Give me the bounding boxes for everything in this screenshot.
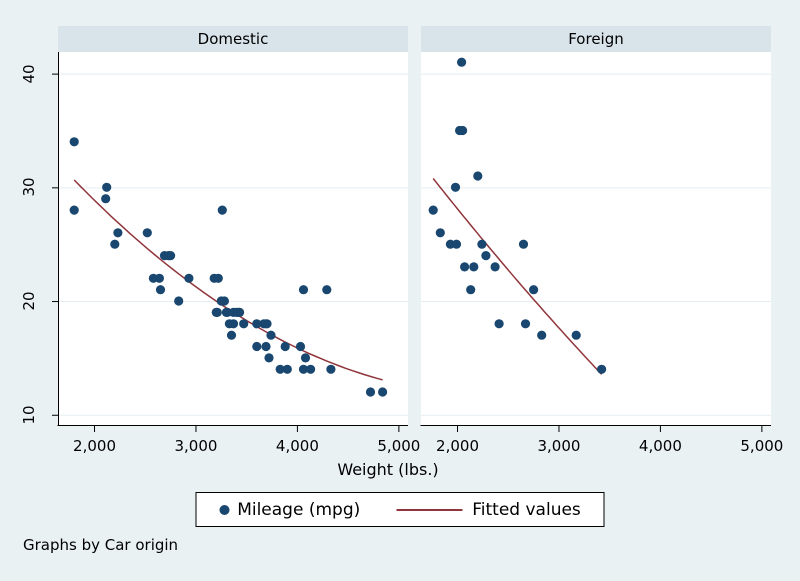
x-tick-label: 2,000 bbox=[436, 437, 479, 455]
scatter-point bbox=[473, 171, 483, 181]
x-tick-label: 3,000 bbox=[174, 437, 218, 455]
scatter-point bbox=[326, 364, 336, 374]
scatter-point bbox=[490, 262, 500, 272]
x-tick-label: 3,000 bbox=[537, 437, 581, 455]
scatter-point bbox=[101, 194, 111, 204]
scatter-point bbox=[298, 285, 309, 295]
scatter-point bbox=[458, 125, 468, 136]
scatter-point bbox=[295, 341, 306, 352]
scatter-point bbox=[110, 239, 120, 249]
y-tick-label: 10 bbox=[20, 405, 38, 425]
scatter-point bbox=[428, 205, 438, 215]
plot-area bbox=[58, 52, 408, 425]
x-tick-label: 2,000 bbox=[73, 437, 116, 455]
scatter-point bbox=[537, 330, 547, 340]
scatter-point bbox=[69, 137, 79, 147]
scatter-point bbox=[159, 251, 170, 261]
scatter-point bbox=[234, 307, 244, 317]
scatter-point bbox=[451, 239, 462, 249]
x-tick-label: 4,000 bbox=[638, 437, 682, 455]
legend-label-mileage: Mileage (mpg) bbox=[237, 499, 361, 520]
x-tick-label: 4,000 bbox=[275, 437, 319, 455]
plot-area bbox=[421, 52, 771, 425]
scatter-point bbox=[142, 228, 152, 238]
scatter-point bbox=[300, 353, 311, 363]
scatter-point bbox=[275, 364, 285, 374]
scatter-point bbox=[155, 285, 166, 295]
scatter-point bbox=[239, 319, 249, 329]
scatter-point bbox=[306, 364, 316, 374]
scatter-point bbox=[264, 353, 274, 363]
scatter-point bbox=[224, 319, 234, 329]
y-tick-label: 40 bbox=[20, 64, 38, 84]
x-tick-label: 5,000 bbox=[377, 437, 421, 455]
x-tick-label: 5,000 bbox=[740, 437, 784, 455]
scatter-point bbox=[113, 228, 123, 238]
scatter-point bbox=[217, 205, 227, 215]
scatter-point bbox=[298, 364, 309, 374]
scatter-point bbox=[529, 285, 539, 295]
scatter-point bbox=[213, 273, 223, 283]
legend-line-swatch bbox=[396, 508, 463, 511]
y-tick-label: 30 bbox=[20, 177, 38, 197]
scatter-point bbox=[174, 296, 184, 306]
scatter-point bbox=[518, 239, 529, 249]
scatter-point bbox=[252, 341, 262, 352]
scatter-point bbox=[219, 296, 229, 306]
scatter-point bbox=[252, 319, 262, 329]
scatter-point bbox=[435, 228, 445, 238]
scatter-point bbox=[148, 273, 158, 283]
scatter-point bbox=[69, 205, 79, 215]
scatter-point bbox=[280, 341, 290, 352]
scatter-point bbox=[457, 57, 467, 67]
x-axis-title: Weight (lbs.) bbox=[337, 460, 439, 479]
by-graph-caption: Graphs by Car origin bbox=[23, 536, 179, 554]
fitted-line bbox=[432, 178, 603, 375]
y-tick-label: 20 bbox=[20, 291, 38, 311]
panel-title-domestic: Domestic bbox=[58, 26, 408, 52]
scatter-point bbox=[184, 273, 194, 283]
scatter-point bbox=[469, 262, 479, 272]
scatter-point bbox=[597, 364, 607, 374]
legend: Mileage (mpg) Fitted values bbox=[195, 492, 605, 527]
scatter-point bbox=[261, 341, 271, 352]
scatter-point bbox=[481, 251, 491, 261]
scatter-point bbox=[494, 319, 504, 329]
scatter-point bbox=[466, 285, 476, 295]
scatter-point bbox=[571, 330, 581, 340]
scatter-point bbox=[262, 319, 272, 329]
scatter-point bbox=[266, 330, 276, 340]
scatter-point bbox=[378, 387, 388, 397]
panel-title-foreign: Foreign bbox=[421, 26, 771, 52]
legend-label-fitted: Fitted values bbox=[472, 499, 581, 520]
scatter-point bbox=[460, 262, 470, 272]
legend-marker-swatch bbox=[219, 504, 230, 515]
scatter-point bbox=[102, 182, 112, 192]
scatter-point bbox=[477, 239, 487, 249]
scatter-point bbox=[282, 364, 292, 374]
scatter-point bbox=[520, 319, 531, 329]
scatter-point bbox=[322, 285, 332, 295]
scatter-point bbox=[450, 182, 461, 192]
scatter-point bbox=[365, 387, 376, 397]
scatter-point bbox=[226, 330, 237, 340]
scatter-point bbox=[211, 307, 221, 317]
